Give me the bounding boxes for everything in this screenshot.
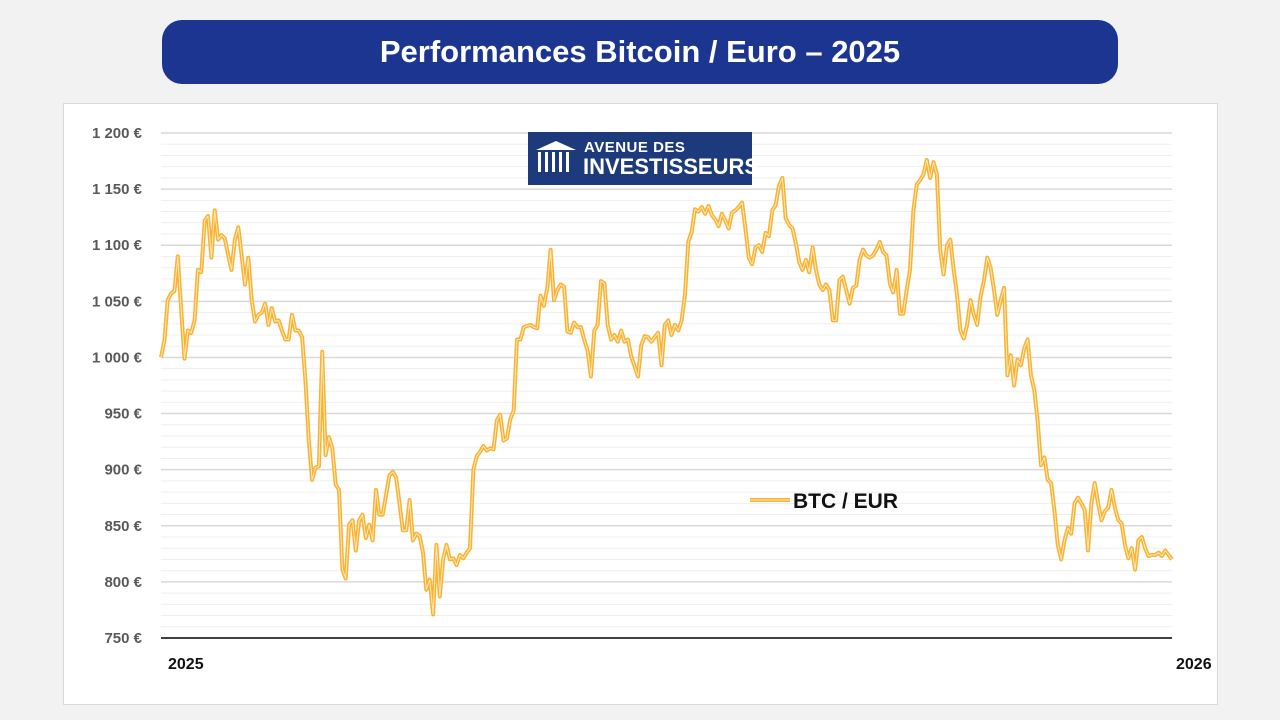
y-tick-label: 1 100 € bbox=[92, 237, 143, 254]
legend-label: BTC / EUR bbox=[793, 490, 898, 513]
title-banner: Performances Bitcoin / Euro – 2025 bbox=[162, 20, 1118, 84]
gridlines bbox=[161, 132, 1172, 628]
series-btc-eur bbox=[159, 157, 1174, 617]
y-tick-label: 1 000 € bbox=[92, 349, 143, 366]
x-tick-label-start: 2025 bbox=[168, 656, 204, 673]
series-line-highlight bbox=[160, 159, 1173, 615]
y-tick-label: 750 € bbox=[104, 630, 142, 647]
y-tick-label: 800 € bbox=[104, 574, 142, 591]
bank-building-icon bbox=[536, 141, 576, 172]
logo-line1: AVENUE DES bbox=[584, 139, 685, 156]
y-tick-label: 950 € bbox=[104, 406, 142, 423]
legend: BTC / EUR bbox=[750, 490, 898, 513]
x-tick-label-end: 2026 bbox=[1176, 656, 1212, 673]
y-tick-label: 850 € bbox=[104, 518, 142, 535]
y-axis-ticks: 750 € 800 € 850 € 900 € 950 € 1 000 € 1 050 € 1… bbox=[92, 125, 143, 647]
logo: AVENUE DES INVESTISSEURS bbox=[528, 132, 759, 185]
series-line-btc-eur bbox=[159, 157, 1174, 617]
y-tick-label: 900 € bbox=[104, 462, 142, 479]
logo-line2: INVESTISSEURS bbox=[583, 154, 759, 179]
logo-background bbox=[528, 132, 752, 185]
page-title: Performances Bitcoin / Euro – 2025 bbox=[379, 34, 901, 69]
y-tick-label: 1 150 € bbox=[92, 181, 143, 198]
y-tick-label: 1 050 € bbox=[92, 293, 143, 310]
y-tick-label: 1 200 € bbox=[92, 125, 143, 142]
